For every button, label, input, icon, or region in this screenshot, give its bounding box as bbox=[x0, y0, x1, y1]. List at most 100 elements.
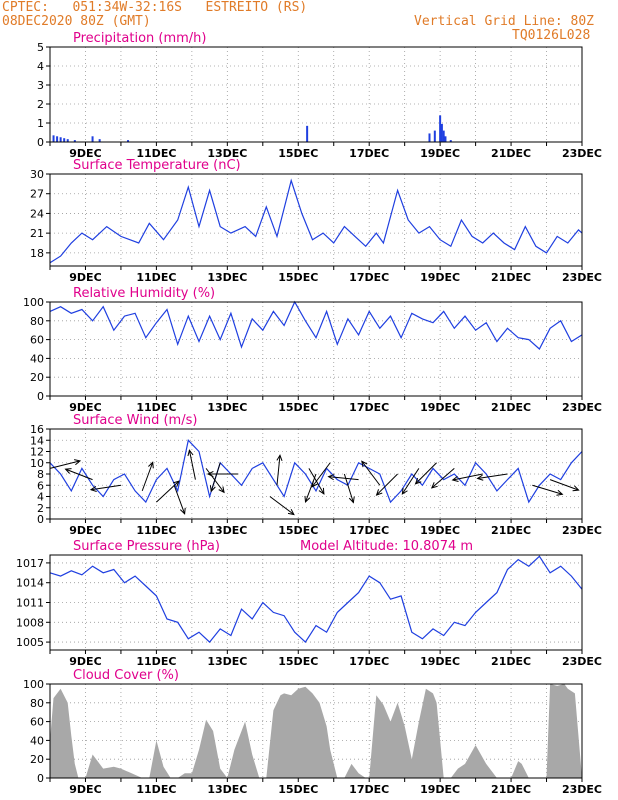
x-tick-label: 9DEC bbox=[69, 655, 101, 668]
wind-arrow-head bbox=[375, 489, 383, 496]
panel-frame bbox=[49, 683, 583, 779]
precip-bar bbox=[442, 130, 445, 142]
y-tick-label: 1014 bbox=[16, 577, 44, 590]
y-tick-label: 12 bbox=[30, 446, 44, 459]
panel-0: 0 1 2 3 4 5 9DEC 11DEC 13DEC 15DEC 17DEC 19DEC 21DEC… bbox=[37, 31, 602, 160]
x-tick-label: 15DEC bbox=[278, 524, 318, 537]
wind-arrow-shaft bbox=[549, 479, 579, 491]
precip-bar bbox=[52, 135, 55, 142]
x-tick-label: 21DEC bbox=[491, 524, 531, 537]
series-line bbox=[49, 178, 583, 264]
x-tick-label: 13DEC bbox=[207, 147, 247, 160]
wind-arrow-shaft bbox=[65, 468, 93, 481]
y-tick-label: 27 bbox=[30, 188, 44, 201]
y-tick-label: 1005 bbox=[16, 636, 44, 649]
x-tick-label: 9DEC bbox=[69, 401, 101, 414]
wind-arrow-head bbox=[276, 454, 283, 462]
y-tick-label: 40 bbox=[30, 734, 44, 747]
wind-arrow-head bbox=[311, 480, 318, 488]
x-tick-label: 15DEC bbox=[278, 655, 318, 668]
wind-arrow-shaft bbox=[141, 462, 154, 492]
y-tick-label: 10 bbox=[30, 457, 44, 470]
panel-frame bbox=[49, 301, 583, 397]
wind-arrow-head bbox=[173, 480, 180, 487]
y-tick-label: 80 bbox=[30, 697, 44, 710]
y-tick-label: 2 bbox=[37, 98, 44, 111]
wind-arrow-head bbox=[287, 508, 295, 516]
wind-arrow-head bbox=[348, 496, 355, 504]
wind-arrow-head bbox=[209, 485, 216, 493]
panel-frame bbox=[49, 46, 583, 143]
precip-bar bbox=[56, 136, 59, 142]
panel-4: 1005 1008 1011 1014 1017 9DEC 11DEC 13DEC 15DEC 1… bbox=[16, 539, 602, 668]
x-tick-label: 17DEC bbox=[349, 655, 389, 668]
x-tick-label: 19DEC bbox=[420, 655, 460, 668]
x-tick-label: 11DEC bbox=[136, 655, 176, 668]
x-tick-label: 9DEC bbox=[69, 783, 101, 796]
wind-arrow-head bbox=[327, 474, 335, 481]
series-line bbox=[49, 555, 583, 644]
wind-arrow-shaft bbox=[452, 473, 483, 481]
precip-bar bbox=[439, 115, 442, 142]
y-tick-label: 100 bbox=[23, 296, 44, 309]
x-tick-label: 13DEC bbox=[207, 783, 247, 796]
x-tick-label: 17DEC bbox=[349, 401, 389, 414]
x-tick-label: 15DEC bbox=[278, 271, 318, 284]
x-tick-label: 17DEC bbox=[349, 783, 389, 796]
wind-arrow-shaft bbox=[210, 462, 221, 492]
wind-arrow-shaft bbox=[401, 468, 420, 495]
x-tick-label: 13DEC bbox=[207, 655, 247, 668]
x-tick-label: 19DEC bbox=[420, 524, 460, 537]
precip-bar bbox=[91, 136, 94, 142]
x-tick-label: 11DEC bbox=[136, 783, 176, 796]
x-tick-label: 19DEC bbox=[420, 271, 460, 284]
panel-title: Relative Humidity (%) bbox=[73, 286, 215, 301]
y-tick-label: 21 bbox=[30, 227, 44, 240]
precip-bar bbox=[66, 139, 69, 142]
precip-bar bbox=[449, 140, 452, 142]
x-tick-label: 17DEC bbox=[349, 524, 389, 537]
wind-arrow-head bbox=[476, 474, 484, 481]
wind-arrow-head bbox=[206, 470, 214, 478]
wind-arrow-head bbox=[74, 459, 82, 466]
x-tick-label: 21DEC bbox=[491, 783, 531, 796]
wind-arrow-head bbox=[572, 485, 580, 492]
wind-arrow-shaft bbox=[477, 473, 508, 479]
x-tick-label: 9DEC bbox=[69, 147, 101, 160]
x-tick-label: 11DEC bbox=[136, 401, 176, 414]
y-tick-label: 0 bbox=[37, 513, 44, 526]
x-tick-label: 15DEC bbox=[278, 147, 318, 160]
x-tick-label: 23DEC bbox=[562, 524, 602, 537]
x-tick-label: 11DEC bbox=[136, 147, 176, 160]
x-tick-label: 15DEC bbox=[278, 401, 318, 414]
y-tick-label: 1008 bbox=[16, 616, 44, 629]
wind-arrow-shaft bbox=[415, 462, 437, 485]
y-tick-label: 0 bbox=[37, 390, 44, 403]
x-tick-label: 21DEC bbox=[491, 271, 531, 284]
x-tick-label: 19DEC bbox=[420, 147, 460, 160]
wind-arrow-head bbox=[148, 461, 154, 469]
y-tick-label: 3 bbox=[37, 79, 44, 92]
y-tick-label: 5 bbox=[37, 41, 44, 54]
wind-arrow-head bbox=[179, 507, 186, 515]
panel-annotation: Model Altitude: 10.8074 m bbox=[300, 539, 473, 554]
x-tick-label: 23DEC bbox=[562, 401, 602, 414]
y-tick-label: 100 bbox=[23, 678, 44, 691]
y-tick-label: 24 bbox=[30, 207, 44, 220]
wind-arrow-head bbox=[556, 489, 564, 496]
grid-note: Vertical Grid Line: 80Z bbox=[414, 14, 595, 29]
x-tick-label: 23DEC bbox=[562, 271, 602, 284]
x-tick-label: 21DEC bbox=[491, 401, 531, 414]
y-tick-label: 2 bbox=[37, 502, 44, 515]
y-tick-label: 18 bbox=[30, 247, 44, 260]
wind-arrow-head bbox=[218, 486, 225, 494]
wind-arrow-head bbox=[414, 477, 422, 485]
header-line-2: 08DEC2020 80Z (GMT) bbox=[2, 14, 151, 29]
y-tick-label: 40 bbox=[30, 352, 44, 365]
y-tick-label: 20 bbox=[30, 371, 44, 384]
precip-bar bbox=[63, 138, 66, 142]
x-tick-label: 13DEC bbox=[207, 271, 247, 284]
wind-arrow-shaft bbox=[156, 480, 180, 503]
